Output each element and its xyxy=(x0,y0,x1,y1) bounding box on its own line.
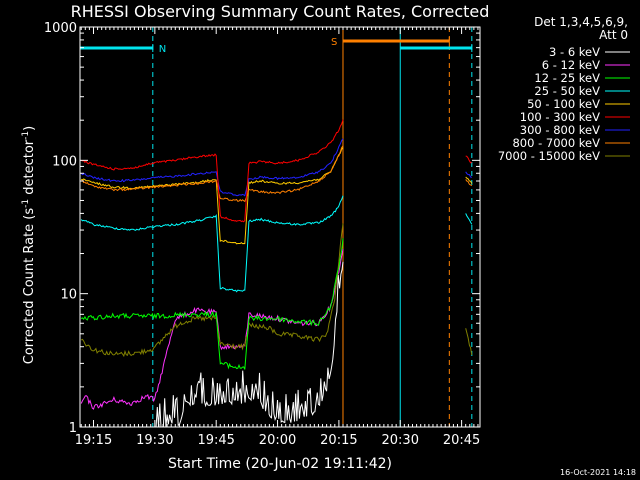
series-5 xyxy=(81,119,472,223)
x-axis-ticks: 19:15 19:30 19:45 20:00 20:15 20:30 20:45 xyxy=(75,27,480,448)
plot-frame xyxy=(79,26,481,428)
night-marker-label: N xyxy=(159,44,166,55)
y-tick-label-1: 10 xyxy=(60,288,77,303)
x-tick-label-4: 20:15 xyxy=(320,433,357,448)
series-8 xyxy=(81,223,473,358)
y-tick-label-2: 100 xyxy=(52,154,77,169)
series-1 xyxy=(80,249,344,410)
x-tick-label-5: 20:30 xyxy=(382,433,419,448)
y-axis-label-mid: detector xyxy=(22,139,37,199)
y-axis-label-main: Corrected Count Rate (s xyxy=(22,208,37,365)
series-layer xyxy=(80,119,473,428)
x-tick-label-2: 19:45 xyxy=(197,433,234,448)
x-tick-label-1: 19:30 xyxy=(136,433,173,448)
series-2 xyxy=(80,238,344,370)
legend-label-2: 12 - 25 keV xyxy=(534,71,600,85)
y-axis-label-end: ) xyxy=(22,126,37,131)
legend-title-line2: Att 0 xyxy=(599,28,628,42)
legend-label-3: 25 - 50 keV xyxy=(534,84,600,98)
series-4 xyxy=(81,147,473,245)
chart-title: RHESSI Observing Summary Count Rates, Co… xyxy=(71,2,490,21)
series-3 xyxy=(80,195,473,293)
y-axis-label-sup2: -1 xyxy=(21,131,31,140)
x-tick-label-6: 20:45 xyxy=(443,433,480,448)
legend-title-line1: Det 1,3,4,5,6,9, xyxy=(534,15,628,29)
legend-label-1: 6 - 12 keV xyxy=(542,58,600,72)
legend-label-5: 100 - 300 keV xyxy=(520,110,600,124)
series-6 xyxy=(80,138,472,197)
legend-label-6: 300 - 800 keV xyxy=(520,123,600,137)
y-tick-label-0: 1 xyxy=(69,421,77,436)
y-tick-label-3: 1000 xyxy=(44,21,77,36)
x-axis-label: Start Time (20-Jun-02 19:11:42) xyxy=(168,456,392,472)
legend-label-0: 3 - 6 keV xyxy=(549,45,600,59)
y-axis-ticks: 1 10 100 1000 xyxy=(44,21,480,436)
series-0 xyxy=(154,261,344,428)
y-axis-label: Corrected Count Rate (s-1 detector-1) xyxy=(21,126,37,364)
y-axis-label-sup1: -1 xyxy=(21,199,31,208)
x-tick-label-3: 20:00 xyxy=(259,433,296,448)
x-tick-label-0: 19:15 xyxy=(75,433,112,448)
series-7 xyxy=(81,145,473,203)
orbit-markers: NS xyxy=(79,27,473,427)
saa-marker-label: S xyxy=(331,37,337,48)
legend-label-8: 7000 - 15000 keV xyxy=(498,149,600,163)
generation-timestamp: 16-Oct-2021 14:18 xyxy=(560,468,636,477)
axes-box xyxy=(79,26,481,428)
legend-label-7: 800 - 7000 keV xyxy=(512,136,600,150)
legend-label-4: 50 - 100 keV xyxy=(527,97,600,111)
